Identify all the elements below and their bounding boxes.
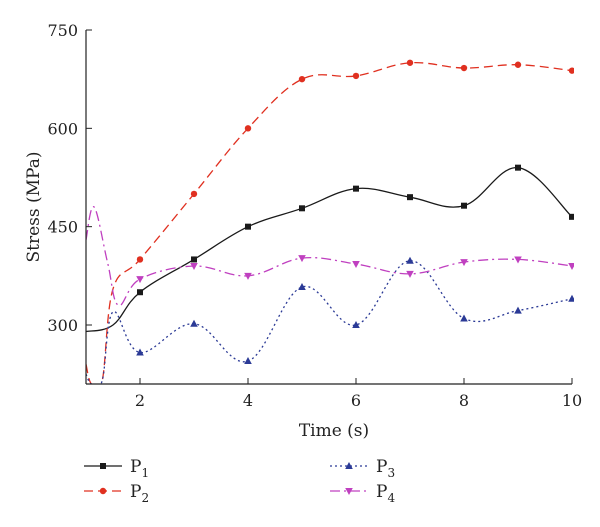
data-point-p4-4 xyxy=(244,272,252,280)
legend-label-p2: P2 xyxy=(130,482,149,505)
x-tick-label: 2 xyxy=(135,391,145,410)
data-point-p4-5 xyxy=(298,255,306,263)
data-point-p3-6 xyxy=(352,321,360,328)
legend-label-main: P xyxy=(376,482,387,502)
data-point-p2-2 xyxy=(136,256,144,263)
axes: Time (s) Stress (MPa) xyxy=(24,30,572,441)
y-tick-label: 750 xyxy=(47,21,78,40)
data-point-p4-7 xyxy=(406,270,414,278)
legend-label-main: P xyxy=(130,482,141,502)
x-tick-label: 6 xyxy=(351,391,361,410)
data-point-p1-3 xyxy=(191,256,197,263)
legend-label-main: P xyxy=(130,457,141,477)
data-point-p1-7 xyxy=(407,194,413,201)
data-point-p3-4 xyxy=(244,357,252,365)
data-point-p1-4 xyxy=(245,223,251,230)
data-point-p1-9 xyxy=(515,164,521,171)
legend-marker-p1 xyxy=(100,463,106,469)
y-tick-label: 600 xyxy=(47,119,78,138)
legend-label-subscript: 1 xyxy=(141,466,149,480)
data-point-p2-4 xyxy=(244,125,252,132)
legend-marker-p2 xyxy=(99,487,107,495)
data-point-p4-6 xyxy=(352,261,360,269)
x-tick-label: 8 xyxy=(459,391,469,410)
series-line-p4 xyxy=(86,206,573,306)
legend-label-subscript: 3 xyxy=(387,466,395,480)
data-point-p1-2 xyxy=(137,289,143,296)
data-point-p2-10 xyxy=(568,67,574,74)
y-tick-label: 450 xyxy=(47,218,78,237)
plot-area xyxy=(86,59,574,384)
data-point-p4-2 xyxy=(136,276,144,284)
tick-labels: 2 4 6 8 10 300 450 600 750 xyxy=(47,21,582,410)
data-point-p2-7 xyxy=(406,59,414,66)
data-point-p2-8 xyxy=(460,64,468,72)
y-axis-title: Stress (MPa) xyxy=(24,152,44,263)
data-point-p3-9 xyxy=(514,306,522,314)
data-point-p1-10 xyxy=(569,213,574,220)
series-line-p1 xyxy=(86,167,573,333)
data-point-p4-3 xyxy=(190,263,198,270)
data-point-p4-10 xyxy=(568,263,574,270)
y-tick-label: 300 xyxy=(47,316,78,335)
series-line-p3 xyxy=(86,260,573,384)
data-point-p1-8 xyxy=(461,202,467,209)
data-point-p3-7 xyxy=(406,256,414,264)
data-point-p3-10 xyxy=(568,294,574,302)
legend-marker-p3 xyxy=(345,462,353,469)
legend-label-p3: P3 xyxy=(376,457,395,480)
legend-label-subscript: 4 xyxy=(387,491,395,505)
legend-label-subscript: 2 xyxy=(141,491,149,505)
data-point-p2-6 xyxy=(352,72,360,80)
legend-label-p4: P4 xyxy=(376,482,395,505)
data-point-p3-3 xyxy=(190,319,198,327)
x-tick-label: 4 xyxy=(243,391,253,410)
data-point-p2-9 xyxy=(514,61,522,68)
data-point-p3-2 xyxy=(136,348,144,356)
x-axis-title: Time (s) xyxy=(299,421,369,441)
legend-label-main: P xyxy=(376,457,387,477)
legend-marker-p4 xyxy=(345,488,353,495)
data-point-p3-5 xyxy=(298,282,306,290)
data-point-p4-9 xyxy=(514,256,522,264)
legend-label-p1: P1 xyxy=(130,457,149,480)
data-point-p2-3 xyxy=(190,190,198,198)
x-tick-label: 10 xyxy=(562,391,582,410)
data-point-p1-6 xyxy=(353,185,359,192)
data-point-p2-5 xyxy=(298,75,306,83)
data-point-p1-5 xyxy=(299,205,305,212)
data-point-p4-8 xyxy=(460,259,468,267)
series-line-p2 xyxy=(86,61,573,384)
data-point-p3-8 xyxy=(460,314,468,322)
